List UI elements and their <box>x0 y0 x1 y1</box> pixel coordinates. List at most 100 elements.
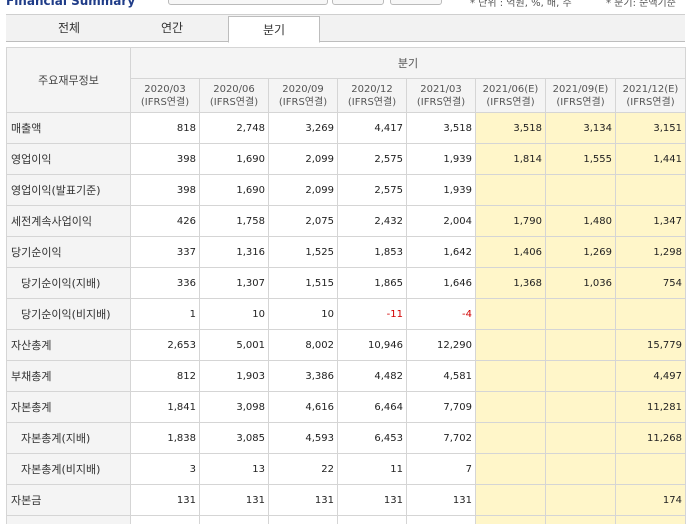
table-cell <box>545 391 616 423</box>
option-button[interactable] <box>390 0 442 5</box>
column-basis: (IFRS연결) <box>347 96 397 108</box>
table-cell: 3,269 <box>268 112 338 144</box>
column-basis: (IFRS연결) <box>209 96 259 108</box>
table-cell: 1,316 <box>199 236 269 268</box>
column-basis: (IFRS연결) <box>556 96 605 108</box>
column-header: 2020/12 (IFRS연결) <box>337 78 407 113</box>
table-cell: 10 <box>199 298 269 330</box>
column-header: 2020/06 (IFRS연결) <box>199 78 269 113</box>
tab-all[interactable]: 전체 <box>57 21 81 35</box>
table-row: 자본총계(비지배) 3 13 22 11 7 <box>6 453 686 485</box>
table-cell <box>615 298 686 330</box>
column-header: 2021/06(E) (IFRS연결) <box>475 78 546 113</box>
table-cell <box>475 453 546 485</box>
table-cell <box>475 329 546 361</box>
tab-quarterly[interactable]: 분기 <box>228 16 320 43</box>
table-cell: 1,690 <box>199 174 269 206</box>
table-cell: 8,002 <box>268 329 338 361</box>
table-cell: 1,838 <box>130 422 200 454</box>
table-cell: 10,946 <box>337 329 407 361</box>
row-label: 자본금 <box>6 484 131 516</box>
column-period: 2021/09(E) <box>552 83 609 95</box>
table-cell: 1,036 <box>545 267 616 299</box>
table-cell: 1,555 <box>545 143 616 175</box>
table-row: 자본금 131 131 131 131 131 174 <box>6 484 686 516</box>
table-row: 당기순이익(비지배) 1 10 10 -11 -4 <box>6 298 686 330</box>
table-cell: 818 <box>130 112 200 144</box>
column-basis: (IFRS연결) <box>140 96 190 108</box>
section-title: Financial Summary <box>6 0 136 8</box>
table-cell: 6,464 <box>337 391 407 423</box>
table-cell: 3,151 <box>615 112 686 144</box>
row-label: 영업이익 <box>6 143 131 175</box>
row-label: 영업이익(발표기준) <box>6 174 131 206</box>
table-cell: 1 <box>130 298 200 330</box>
table-cell <box>545 298 616 330</box>
table-cell: 812 <box>130 360 200 392</box>
period-select[interactable] <box>168 0 328 5</box>
table-cell: 1,525 <box>268 236 338 268</box>
table-cell: 2,575 <box>337 174 407 206</box>
table-cell: 426 <box>130 205 200 237</box>
table-cell <box>545 329 616 361</box>
table-cell: 3 <box>130 453 200 485</box>
table-cell <box>475 391 546 423</box>
table-cell: 336 <box>130 267 200 299</box>
table-cell: 1,853 <box>337 236 407 268</box>
table-cell: 131 <box>130 484 200 516</box>
table-cell: 1,758 <box>199 205 269 237</box>
table-cell: 1,441 <box>615 143 686 175</box>
table-cell: 1,298 <box>615 236 686 268</box>
table-cell: 4,593 <box>268 422 338 454</box>
table-cell: 4,497 <box>615 360 686 392</box>
table-cell: 754 <box>615 267 686 299</box>
table-cell <box>615 174 686 206</box>
table-cell: 11 <box>337 453 407 485</box>
table-cell: 3,098 <box>199 391 269 423</box>
column-period: 2020/06 <box>213 83 255 95</box>
table-row: 자산총계 2,653 5,001 8,002 10,946 12,290 15,779 <box>6 329 686 361</box>
table-cell <box>475 484 546 516</box>
table-cell <box>615 453 686 485</box>
tab-annual[interactable]: 연간 <box>160 21 184 35</box>
table-cell: 3,386 <box>268 360 338 392</box>
table-row: 자본총계 1,841 3,098 4,616 6,464 7,709 11,281 <box>6 391 686 423</box>
table-cell: 3,518 <box>475 112 546 144</box>
view-button[interactable] <box>332 0 384 5</box>
column-period: 2020/09 <box>282 83 324 95</box>
table-cell: 1,368 <box>475 267 546 299</box>
table-cell <box>406 515 476 524</box>
table-cell: 1,480 <box>545 205 616 237</box>
table-cell: 1,690 <box>199 143 269 175</box>
table-cell: 1,515 <box>268 267 338 299</box>
table-cell <box>545 422 616 454</box>
column-period: 2021/03 <box>420 83 462 95</box>
table-cell: 337 <box>130 236 200 268</box>
table-cell: 2,099 <box>268 174 338 206</box>
table-cell <box>545 360 616 392</box>
table-cell: 13 <box>199 453 269 485</box>
table-cell <box>545 515 616 524</box>
table-row: 부채총계 812 1,903 3,386 4,482 4,581 4,497 <box>6 360 686 392</box>
table-row: 세전계속사업이익 426 1,758 2,075 2,432 2,004 1,790 1,48… <box>6 205 686 237</box>
table-cell: 2,748 <box>199 112 269 144</box>
table-row: 매출액 818 2,748 3,269 4,417 3,518 3,518 3,134 3,15… <box>6 112 686 144</box>
column-period: 2021/06(E) <box>482 83 539 95</box>
table-cell <box>475 298 546 330</box>
table-cell: 5,001 <box>199 329 269 361</box>
table-cell: 1,939 <box>406 143 476 175</box>
table-cell: -4 <box>406 298 476 330</box>
table-row <box>6 515 686 524</box>
row-label: 매출액 <box>6 112 131 144</box>
column-basis: (IFRS연결) <box>416 96 466 108</box>
table-cell: 174 <box>615 484 686 516</box>
table-cell: 398 <box>130 143 200 175</box>
table-cell: 1,646 <box>406 267 476 299</box>
table-cell <box>337 515 407 524</box>
table-cell: 398 <box>130 174 200 206</box>
table-cell: 131 <box>199 484 269 516</box>
basis-note: * 분기: 순액기준 <box>606 0 676 9</box>
row-label: 자본총계(비지배) <box>6 453 131 485</box>
table-cell: 11,268 <box>615 422 686 454</box>
row-label: 자산총계 <box>6 329 131 361</box>
